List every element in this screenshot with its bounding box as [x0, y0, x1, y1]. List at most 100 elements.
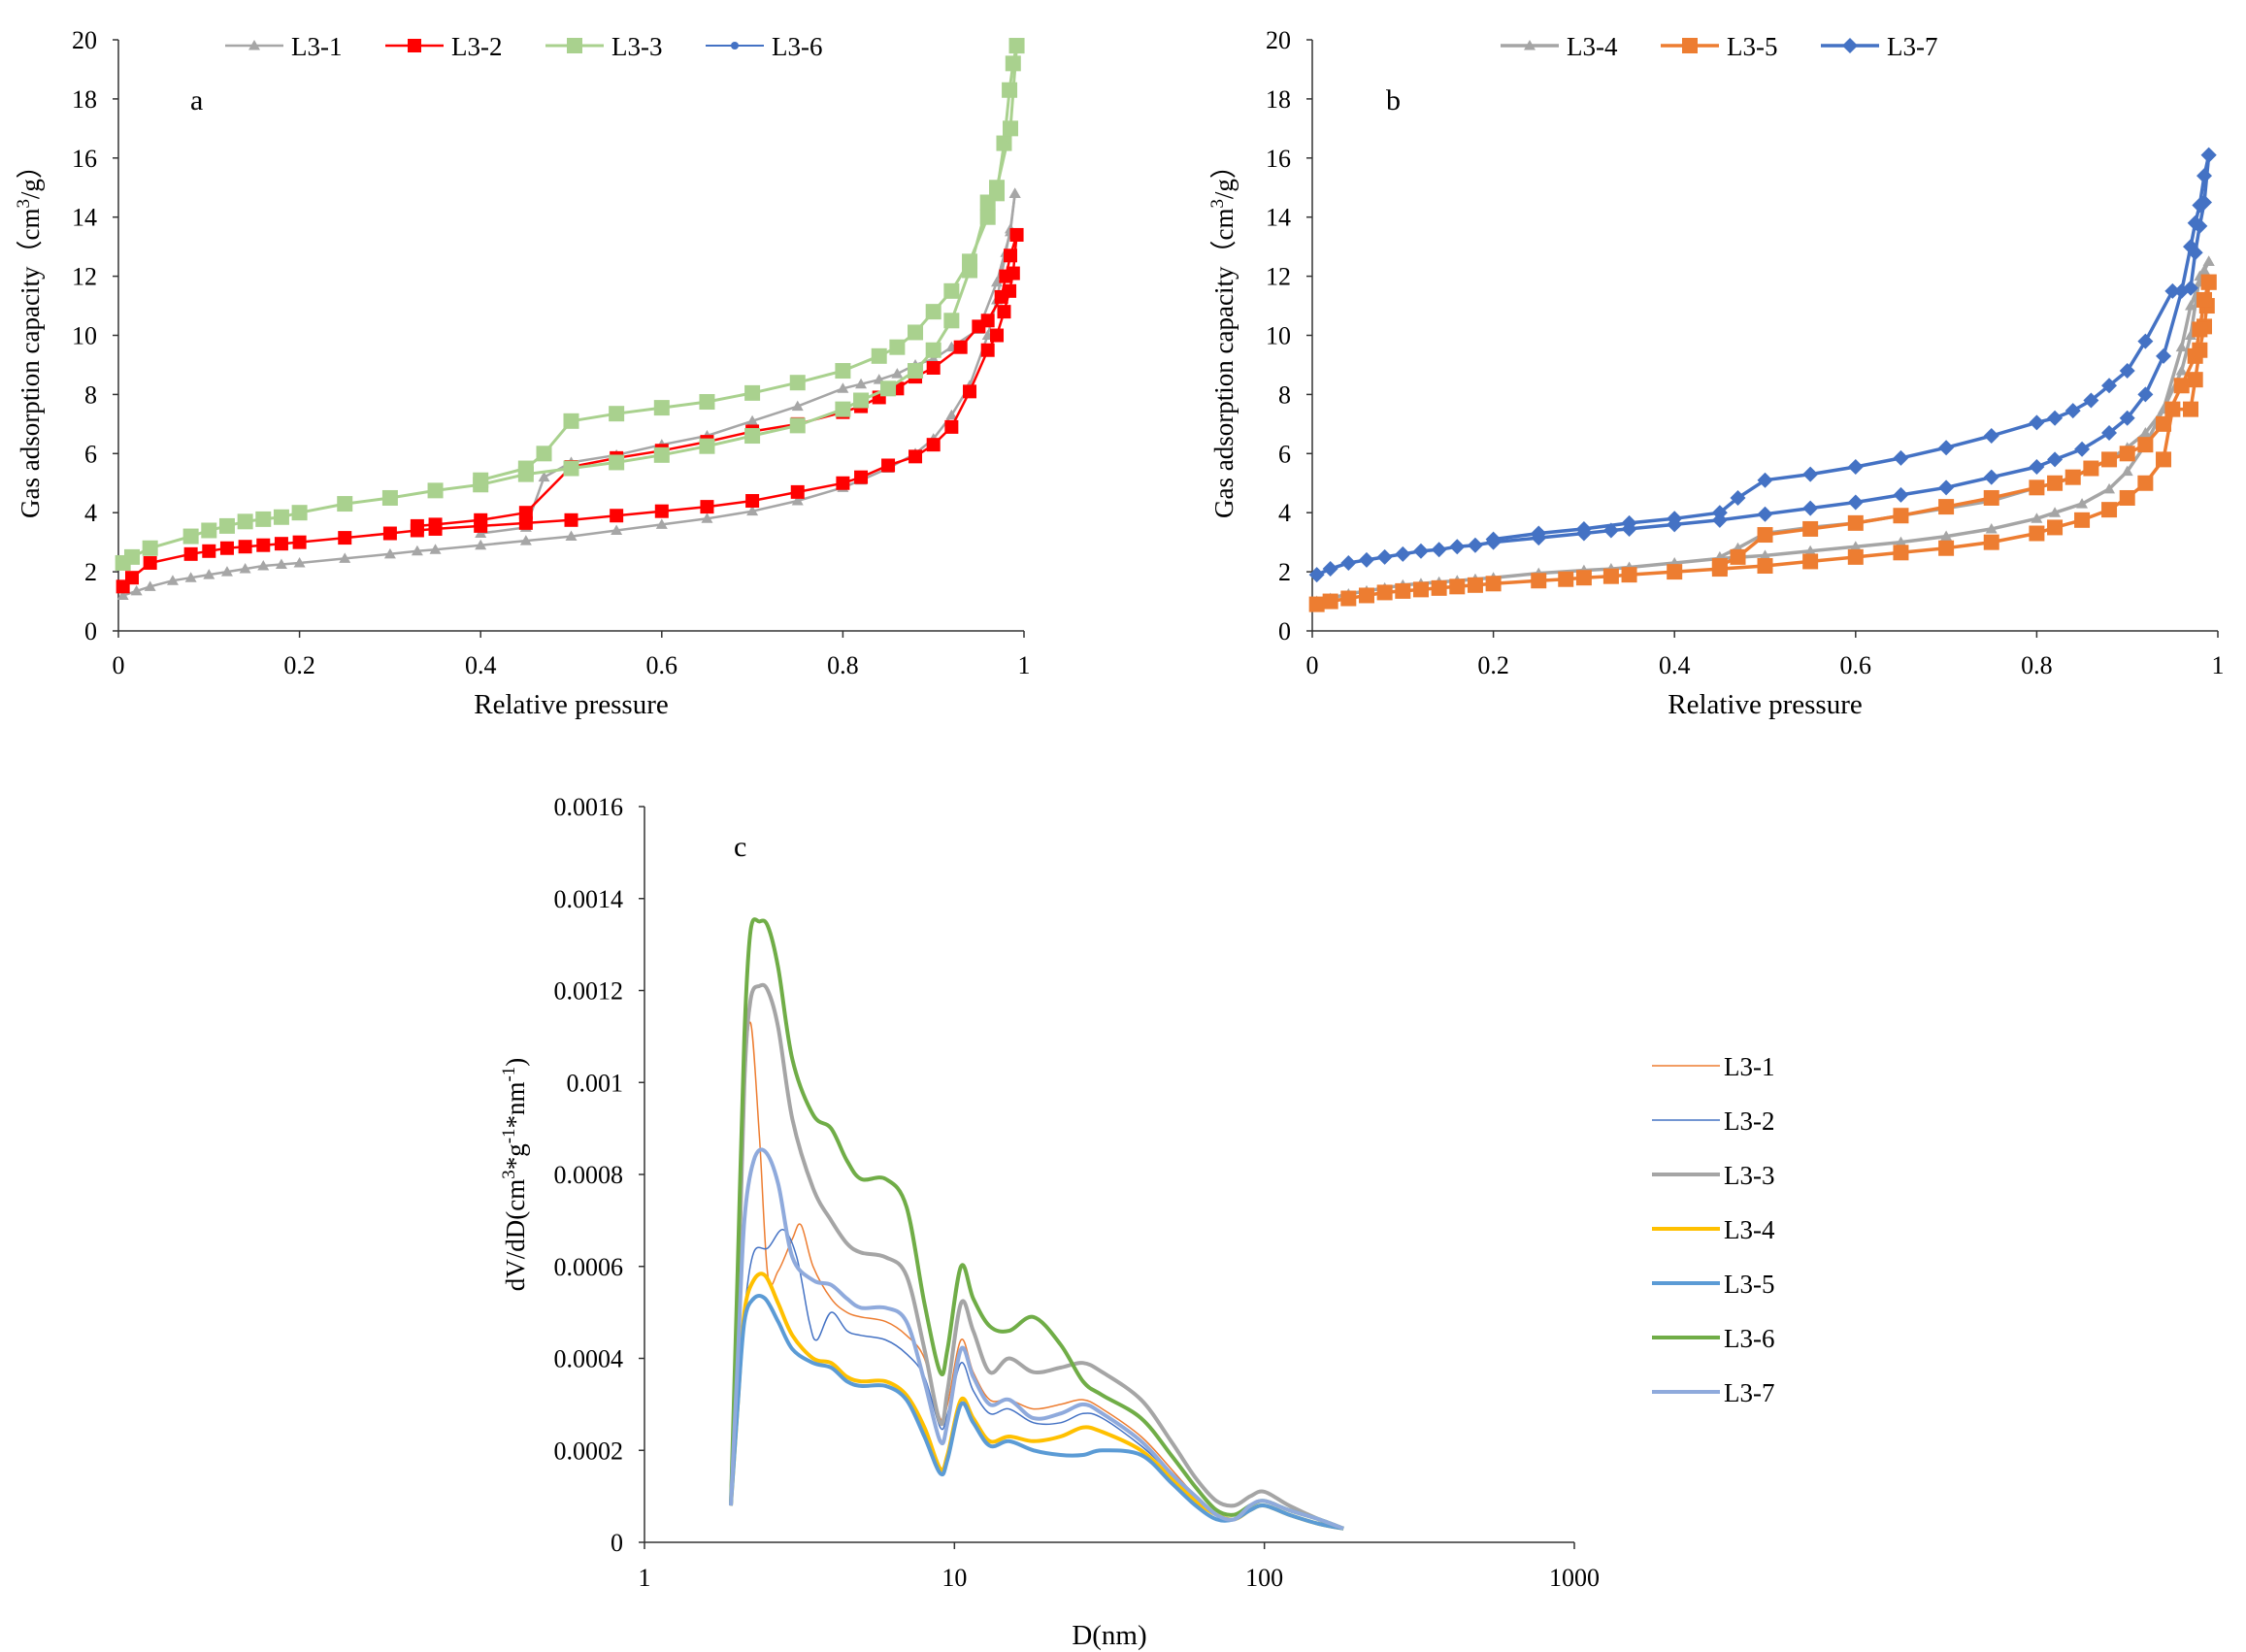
adsorption-point — [2074, 441, 2091, 457]
x-axis-title: Relative pressure — [474, 689, 669, 720]
adsorption-point — [201, 522, 217, 539]
adsorption-point — [1985, 522, 1998, 534]
desorption-point — [538, 471, 550, 482]
desorption-point — [2200, 147, 2217, 163]
adsorption-point — [1667, 564, 1683, 580]
adsorption-point — [1467, 577, 1483, 593]
desorption-point — [979, 209, 996, 225]
legend-entry: L3-1 — [225, 32, 342, 61]
desorption-point — [1757, 527, 1773, 544]
adsorption-point — [274, 537, 288, 551]
adsorption-point — [124, 571, 139, 585]
adsorption-point — [2101, 502, 2118, 518]
legend-entry: L3-5 — [1652, 1270, 1774, 1299]
desorption-point — [791, 400, 804, 412]
adsorption-point — [990, 328, 1005, 343]
adsorption-point — [564, 512, 578, 527]
legend-marker — [567, 38, 582, 53]
desorption-point — [2192, 217, 2208, 234]
series-L3-5 — [729, 1293, 1344, 1531]
desorption-point — [699, 394, 715, 411]
legend-marker — [1842, 38, 1858, 53]
adsorption-point — [1431, 579, 1447, 596]
adsorption-point — [1431, 542, 1447, 558]
y-tick-label: 0 — [1278, 617, 1291, 645]
adsorption-line — [1316, 260, 2211, 604]
adsorption-point — [2137, 386, 2154, 403]
desorption-point — [999, 269, 1013, 283]
desorption-point — [1893, 449, 1909, 466]
desorption-point — [746, 414, 759, 426]
desorption-point — [1009, 227, 1024, 242]
y-tick-label: 0.001 — [567, 1069, 624, 1097]
desorption-line — [1719, 281, 2211, 568]
adsorption-point — [1940, 530, 1953, 542]
x-axis-title: D(nm) — [1072, 1620, 1146, 1651]
legend-label: L3-3 — [1724, 1161, 1774, 1190]
desorption-point — [2183, 280, 2199, 296]
y-tick-label: 12 — [1266, 263, 1291, 291]
adsorption-point — [130, 584, 143, 596]
adsorption-point — [257, 560, 270, 571]
adsorption-point — [980, 343, 995, 357]
adsorption-point — [1376, 584, 1393, 601]
adsorption-point — [1621, 567, 1637, 583]
adsorption-point — [475, 539, 487, 550]
series-L3-3 — [115, 38, 1025, 571]
series-L3-6 — [729, 917, 1344, 1531]
desorption-point — [1485, 531, 1502, 547]
x-tick-label: 0.6 — [1840, 651, 1872, 679]
y-tick-label: 0.0008 — [554, 1161, 624, 1189]
adsorption-point — [220, 566, 233, 577]
adsorption-point — [2156, 347, 2172, 364]
legend-entry: L3-7 — [1652, 1378, 1774, 1407]
x-tick-label: 1000 — [1549, 1564, 1600, 1592]
adsorption-point — [1938, 479, 1955, 496]
panel-label: c — [734, 831, 746, 863]
y-tick-label: 14 — [72, 204, 97, 232]
adsorption-line — [121, 45, 1018, 565]
desorption-line — [1493, 154, 2211, 542]
desorption-point — [653, 400, 670, 416]
adsorption-point — [609, 454, 625, 471]
adsorption-point — [1938, 540, 1955, 556]
y-tick-label: 4 — [1278, 499, 1291, 527]
adsorption-point — [273, 509, 289, 525]
x-tick-label: 0.8 — [827, 651, 859, 679]
adsorption-point — [255, 511, 272, 527]
adsorption-point — [836, 476, 850, 490]
adsorption-point — [237, 513, 253, 530]
adsorption-point — [1485, 576, 1502, 592]
adsorption-point — [2121, 465, 2133, 477]
legend-label: L3-4 — [1567, 32, 1618, 61]
desorption-point — [927, 352, 940, 364]
adsorption-point — [563, 460, 579, 477]
panel-c: 0 0.0002 0.0004 0.0006 0.0008 0.001 0.0012 0.00… — [499, 793, 1775, 1651]
adsorption-point — [791, 495, 804, 506]
desorption-point — [789, 375, 806, 391]
x-tick-label: 1 — [639, 1564, 651, 1592]
y-tick-label: 10 — [72, 322, 97, 350]
adsorption-point — [963, 384, 977, 399]
y-tick-label: 20 — [72, 26, 97, 54]
y-tick-label: 0.0016 — [554, 793, 624, 821]
x-tick-label: 0 — [113, 651, 125, 679]
y-tick-label: 18 — [1266, 85, 1291, 114]
adsorption-point — [2074, 512, 2091, 528]
adsorption-point — [1467, 537, 1483, 553]
desorption-point — [1575, 520, 1592, 537]
adsorption-point — [1395, 582, 1411, 599]
y-tick-label: 18 — [72, 85, 97, 114]
adsorption-point — [1802, 500, 1819, 516]
legend-label: L3-2 — [1724, 1107, 1774, 1136]
series-L3-7 — [1308, 147, 2217, 583]
adsorption-point — [701, 512, 713, 523]
adsorption-point — [256, 538, 271, 552]
desorption-point — [473, 472, 489, 488]
x-tick-label: 100 — [1245, 1564, 1283, 1592]
adsorption-point — [429, 544, 442, 554]
series-L3-2 — [730, 1229, 1344, 1530]
y-tick-label: 0.0006 — [554, 1253, 624, 1281]
y-tick-label: 0 — [84, 617, 97, 645]
desorption-point — [972, 319, 986, 334]
